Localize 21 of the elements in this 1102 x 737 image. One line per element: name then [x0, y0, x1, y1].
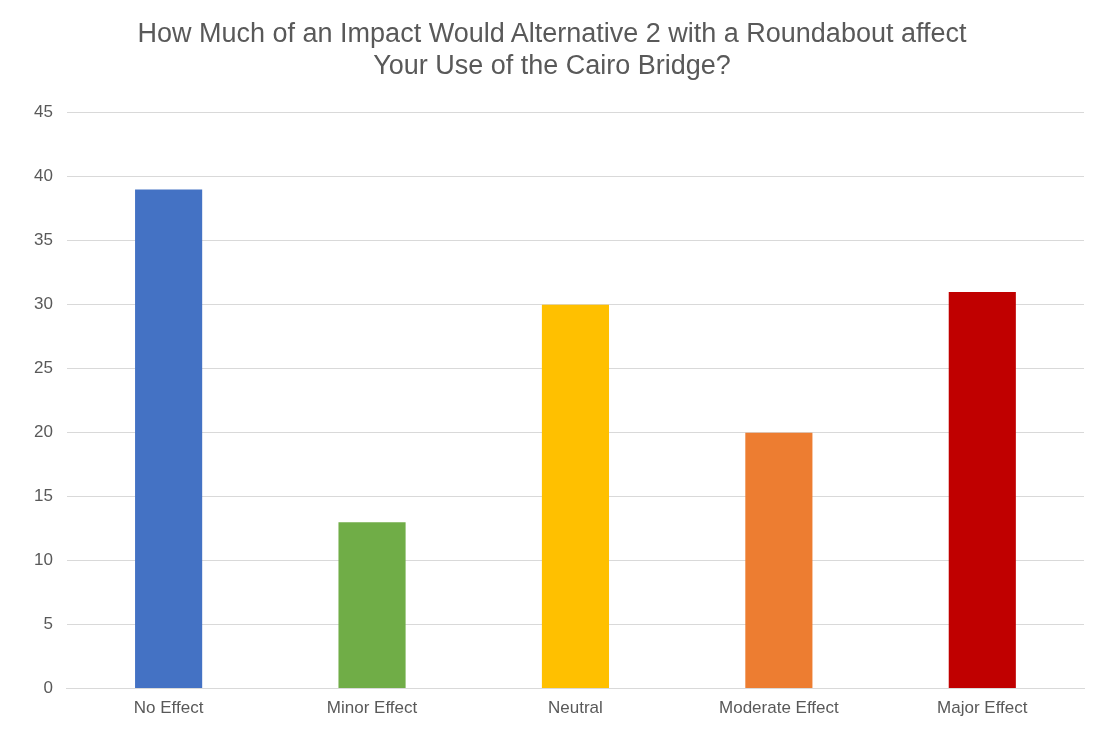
chart-title: How Much of an Impact Would Alternative 2 with a Roundabout affect Your Use of the Cairo Bridge? — [137, 17, 967, 81]
y-tick-label: 30 — [33, 294, 53, 314]
y-tick-label: 45 — [33, 102, 53, 122]
y-tick-label: 40 — [33, 166, 53, 186]
y-tick-label: 5 — [43, 614, 53, 634]
y-tick-label: 25 — [33, 358, 53, 378]
bar — [745, 432, 813, 689]
y-tick-label: 0 — [43, 678, 53, 698]
x-tick-label: No Effect — [133, 698, 204, 718]
x-tick-label: Moderate Effect — [719, 698, 839, 718]
y-tick-label: 20 — [33, 422, 53, 442]
y-tick-label: 35 — [33, 230, 53, 250]
x-tick-label: Neutral — [548, 698, 603, 718]
y-tick-label: 15 — [33, 486, 53, 506]
bar — [135, 189, 203, 689]
bar — [338, 522, 406, 689]
x-tick-label: Major Effect — [937, 698, 1028, 718]
bar — [948, 291, 1016, 689]
bar — [541, 304, 610, 689]
x-tick-label: Minor Effect — [326, 698, 418, 718]
y-tick-label: 10 — [33, 550, 53, 570]
